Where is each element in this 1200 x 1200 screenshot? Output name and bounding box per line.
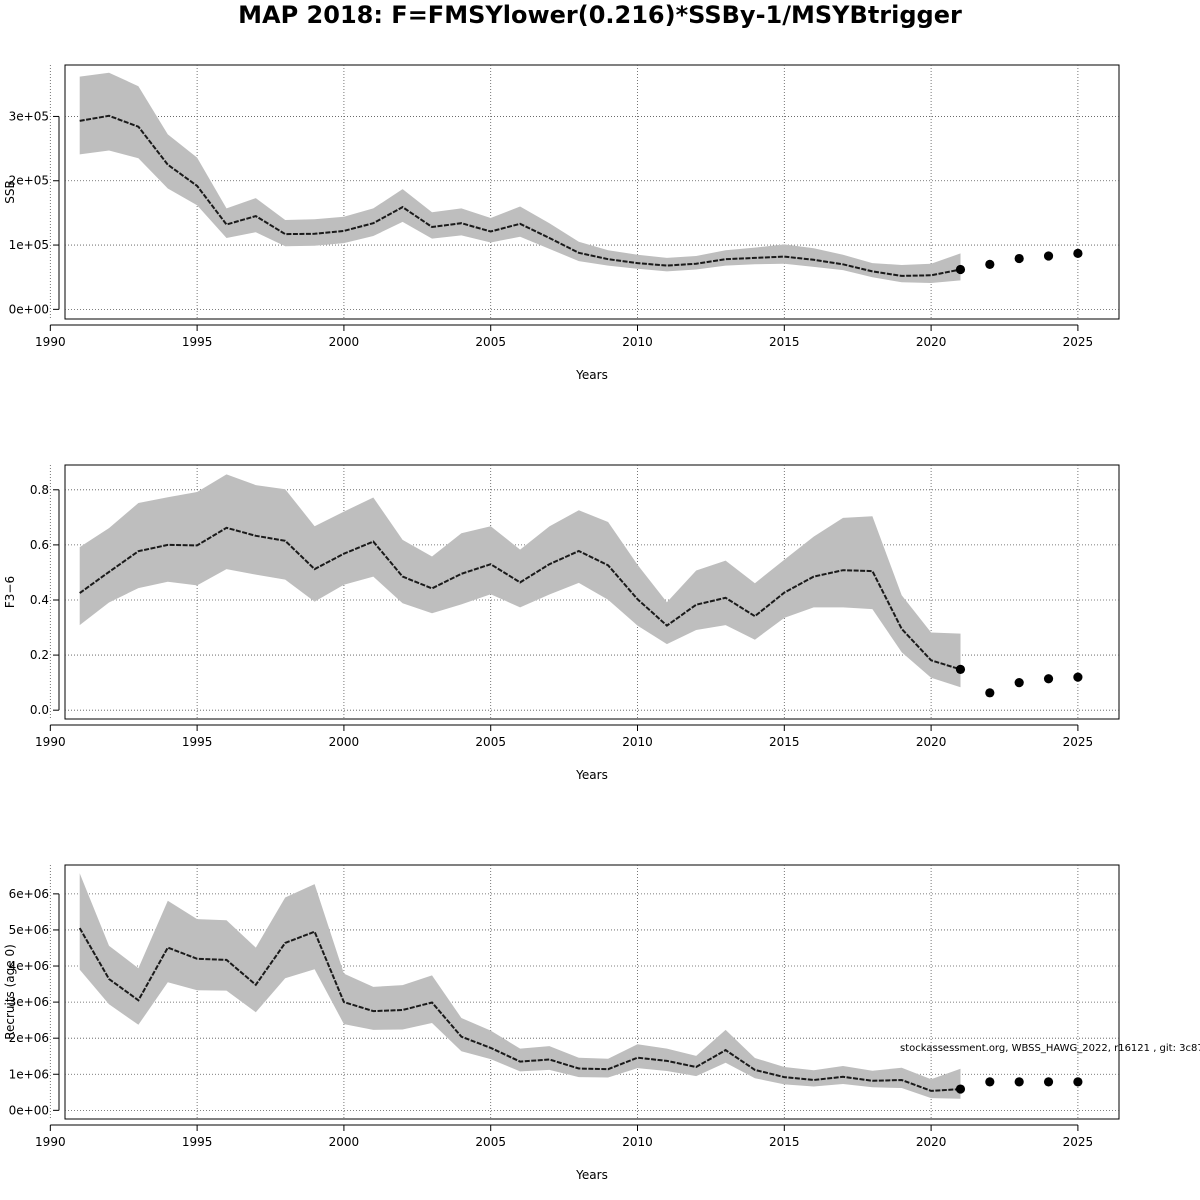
- plot-frame-f: [64, 464, 1120, 720]
- forecast-point: [955, 1084, 966, 1094]
- y-tick-label: 3e+06: [9, 995, 49, 1009]
- plot-area-recruits: [78, 873, 1083, 1099]
- axes-f: 1990 1995 2000 2005 2010 2015 2020 2025 0.0 0.2 0.…: [30, 483, 1093, 749]
- x-tick-label: 2000: [329, 335, 360, 349]
- forecast-point: [1043, 251, 1054, 261]
- axes-ssb: 1990 1995 2000 2005 2010 2015 2020 2025 0e+00 1e+…: [9, 109, 1094, 349]
- forecast-point: [1043, 1077, 1054, 1087]
- panel-recruits: 1990 1995 2000 2005 2010 2015 2020 2025 0e+00 1e+…: [3, 864, 1200, 1182]
- y-tick-label: 0.8: [30, 483, 49, 497]
- panel-fishing-mortality: 1990 1995 2000 2005 2010 2015 2020 2025 0.0 0.2 0.…: [3, 464, 1120, 782]
- x-tick-label: 2015: [769, 735, 800, 749]
- x-tick-label: 1995: [182, 735, 213, 749]
- y-axis-title-recruits: Recruits (age 0): [3, 944, 17, 1040]
- y-tick-label: 6e+06: [9, 887, 49, 901]
- x-tick-label: 2020: [916, 335, 947, 349]
- y-tick-label: 0.4: [30, 593, 49, 607]
- y-axis-title-ssb: SSB: [3, 180, 17, 203]
- estimate-line: [79, 114, 961, 277]
- x-tick-label: 2010: [622, 1135, 653, 1149]
- confidence-band: [79, 474, 961, 688]
- x-tick-label: 2020: [916, 735, 947, 749]
- x-tick-label: 2010: [622, 335, 653, 349]
- x-axis-title-f: Years: [575, 768, 608, 782]
- y-tick-label: 2e+05: [9, 174, 49, 188]
- plot-area-f: [79, 474, 1083, 698]
- axes-recruits: 1990 1995 2000 2005 2010 2015 2020 2025 0e+00 1e+…: [9, 887, 1094, 1149]
- confidence-band: [79, 72, 961, 283]
- estimate-line: [78, 927, 961, 1092]
- x-tick-label: 2010: [622, 735, 653, 749]
- x-tick-label: 1995: [182, 1135, 213, 1149]
- forecast-point: [1014, 1077, 1024, 1087]
- confidence-band: [79, 873, 961, 1099]
- x-tick-label: 2005: [475, 735, 506, 749]
- x-tick-label: 1995: [182, 335, 213, 349]
- y-tick-label: 0.6: [30, 538, 49, 552]
- x-tick-label: 1990: [35, 735, 66, 749]
- plot-frame-recruits: [64, 864, 1120, 1120]
- estimate-line: [79, 526, 961, 671]
- x-tick-label: 2005: [475, 335, 506, 349]
- forecast-point: [1014, 253, 1024, 264]
- x-tick-label: 2025: [1063, 735, 1094, 749]
- forecast-point: [985, 259, 995, 269]
- x-tick-label: 2020: [916, 1135, 947, 1149]
- forecast-point: [985, 688, 995, 698]
- forecast-point: [1043, 674, 1054, 684]
- x-axis-title-ssb: Years: [575, 368, 608, 382]
- x-tick-label: 1990: [35, 335, 66, 349]
- forecast-point: [1073, 672, 1083, 682]
- x-axis-title-recruits: Years: [575, 1168, 608, 1182]
- forecast-point: [1014, 678, 1024, 688]
- y-tick-label: 0e+00: [9, 1103, 49, 1117]
- y-tick-label: 3e+05: [9, 109, 49, 123]
- x-tick-label: 2015: [769, 1135, 800, 1149]
- x-tick-label: 2000: [329, 1135, 360, 1149]
- chart-title: MAP 2018: F=FMSYlower(0.216)*SSBy-1/MSYB…: [238, 1, 962, 29]
- y-tick-label: 1e+05: [9, 238, 49, 252]
- y-tick-label: 4e+06: [9, 959, 49, 973]
- y-tick-label: 1e+06: [9, 1067, 49, 1081]
- forecast-point: [955, 664, 966, 675]
- forecast-point: [985, 1077, 995, 1087]
- x-tick-label: 2025: [1063, 335, 1094, 349]
- source-annotation: stockassessment.org, WBSS_HAWG_2022, r16…: [900, 1043, 1200, 1054]
- forecast-point: [1073, 248, 1083, 259]
- y-tick-label: 0e+00: [9, 302, 49, 316]
- x-tick-label: 2000: [329, 735, 360, 749]
- y-axis-title-f: F3−6: [3, 576, 17, 608]
- panel-ssb: 1990 1995 2000 2005 2010 2015 2020 2025 0e+00 1e+…: [3, 64, 1120, 382]
- x-tick-label: 2015: [769, 335, 800, 349]
- forecast-point: [1073, 1077, 1083, 1087]
- forecast-point: [955, 264, 966, 275]
- y-tick-label: 2e+06: [9, 1031, 49, 1045]
- y-tick-label: 5e+06: [9, 923, 49, 937]
- x-tick-label: 1990: [35, 1135, 66, 1149]
- y-tick-label: 0.0: [30, 703, 49, 717]
- x-tick-label: 2025: [1063, 1135, 1094, 1149]
- plot-area-ssb: [79, 72, 1083, 283]
- y-tick-label: 0.2: [30, 648, 49, 662]
- x-tick-label: 2005: [475, 1135, 506, 1149]
- plot-frame-ssb: [64, 64, 1120, 320]
